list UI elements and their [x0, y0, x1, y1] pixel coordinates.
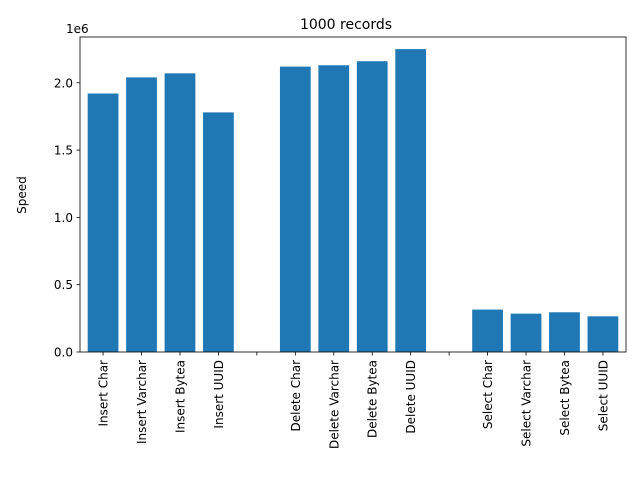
x-tick-label: Select Varchar: [520, 360, 534, 447]
x-tick-label: Insert Bytea: [173, 360, 187, 433]
y-axis-ticks: 0.0 0.5 1.0 1.5 2.0: [54, 76, 80, 360]
y-tick-label: 1.0: [54, 211, 73, 225]
x-tick-label: Select UUID: [596, 360, 610, 431]
bars-group: [87, 49, 619, 353]
bar: [472, 309, 503, 352]
bar: [87, 93, 119, 353]
x-tick-label: Select Bytea: [558, 360, 572, 436]
x-tick-label: Delete Bytea: [366, 360, 380, 438]
bar: [549, 312, 580, 352]
x-tick-label: Insert Varchar: [135, 360, 149, 444]
y-tick-label: 0.0: [54, 346, 73, 360]
x-tick-label: Delete Varchar: [327, 360, 341, 449]
y-axis-offset-label: 1e6: [66, 22, 89, 36]
chart-title: 1000 records: [300, 17, 392, 33]
x-tick-label: Select Char: [481, 360, 495, 429]
x-tick-label: Insert Char: [97, 360, 111, 427]
x-tick-label: Delete Char: [289, 360, 303, 432]
bar: [203, 112, 234, 352]
bar: [356, 61, 388, 352]
bar: [510, 313, 542, 352]
x-tick-label: Insert UUID: [212, 360, 226, 429]
x-tick-label: Delete UUID: [404, 360, 418, 434]
plot-frame: [79, 36, 627, 353]
y-tick-label: 2.0: [54, 76, 73, 90]
y-axis-label: Speed: [15, 176, 29, 214]
bar: [126, 77, 157, 352]
y-tick-label: 0.5: [54, 278, 73, 292]
bar: [395, 49, 427, 352]
bar: [279, 66, 311, 352]
x-axis-ticks: Insert Char Insert Varchar Insert Bytea Ins…: [97, 352, 610, 449]
bar: [318, 65, 350, 353]
y-tick-label: 1.5: [54, 144, 73, 158]
bar: [587, 316, 619, 352]
bar: [164, 73, 196, 352]
